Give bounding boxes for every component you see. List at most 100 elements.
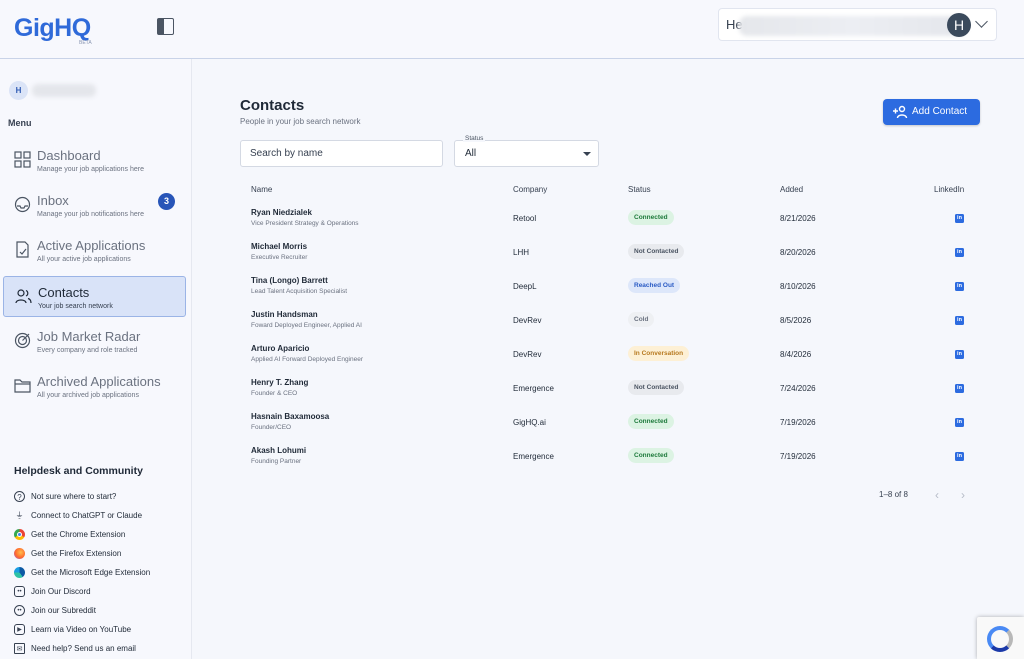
contact-added-date: 8/5/2026 bbox=[780, 316, 812, 325]
column-header-status[interactable]: Status bbox=[628, 185, 651, 194]
linkedin-icon[interactable]: in bbox=[955, 350, 964, 359]
help-link-label: Not sure where to start? bbox=[31, 492, 117, 501]
inbox-icon bbox=[14, 196, 31, 213]
beta-label: BETA bbox=[79, 40, 92, 46]
table-row[interactable]: Akash Lohumi Founding Partner Emergence … bbox=[240, 440, 980, 474]
column-header-linkedin[interactable]: LinkedIn bbox=[934, 185, 965, 194]
table-row[interactable]: Michael Morris Executive Recruiter LHH N… bbox=[240, 236, 980, 270]
firefox-icon bbox=[14, 548, 25, 559]
applications-icon bbox=[14, 241, 31, 258]
contact-company: Emergence bbox=[513, 384, 554, 393]
contact-name: Arturo Aparicio bbox=[251, 344, 310, 353]
contact-name: Akash Lohumi bbox=[251, 446, 307, 455]
sidebar-item-inbox[interactable]: Inbox Manage your job notifications here… bbox=[3, 185, 186, 226]
status-badge: Not Contacted bbox=[628, 380, 685, 395]
linkedin-icon[interactable]: in bbox=[955, 384, 964, 393]
contact-company: Emergence bbox=[513, 452, 554, 461]
grid-icon bbox=[14, 151, 31, 168]
search-input[interactable] bbox=[240, 140, 443, 167]
chevron-left-icon[interactable]: ‹ bbox=[935, 488, 939, 502]
sidebar-item-description: Manage your job notifications here bbox=[37, 211, 145, 218]
plug-icon: ⏚ bbox=[15, 511, 24, 520]
table-row[interactable]: Justin Handsman Foward Deployed Engineer… bbox=[240, 304, 980, 338]
linkedin-icon[interactable]: in bbox=[955, 452, 964, 461]
sidebar-avatar[interactable]: H bbox=[9, 81, 28, 100]
caret-down-icon bbox=[583, 152, 591, 156]
contact-title: Executive Recruiter bbox=[251, 254, 308, 261]
sidebar-item-label: Dashboard bbox=[37, 148, 101, 163]
contact-title: Founding Partner bbox=[251, 458, 302, 465]
redacted-sidebar-username bbox=[32, 84, 96, 97]
contact-name: Hasnain Baxamoosa bbox=[251, 412, 330, 421]
table-row[interactable]: Henry T. Zhang Founder & CEO Emergence N… bbox=[240, 372, 980, 406]
contact-name: Michael Morris bbox=[251, 242, 308, 251]
contact-company: DevRev bbox=[513, 350, 542, 359]
recaptcha-badge[interactable] bbox=[977, 617, 1024, 659]
add-contact-button[interactable]: Add Contact bbox=[883, 99, 980, 125]
help-link-label: Get the Chrome Extension bbox=[31, 530, 126, 539]
contact-company: GigHQ.ai bbox=[513, 418, 546, 427]
sidebar-item-label: Inbox bbox=[37, 193, 69, 208]
contact-company: DeepL bbox=[513, 282, 537, 291]
table-row[interactable]: Tina (Longo) Barrett Lead Talent Acquisi… bbox=[240, 270, 980, 304]
page-title: Contacts bbox=[240, 97, 305, 114]
notification-count-badge: 3 bbox=[158, 193, 175, 210]
status-badge: Reached Out bbox=[628, 278, 681, 293]
status-filter-label: Status bbox=[463, 135, 486, 142]
chevron-down-icon[interactable] bbox=[975, 15, 988, 28]
sidebar-item-contacts[interactable]: Contacts Your job search network bbox=[3, 276, 186, 317]
sidebar-toggle-icon[interactable] bbox=[157, 18, 174, 35]
contact-title: Founder/CEO bbox=[251, 424, 292, 431]
status-badge: In Conversation bbox=[628, 346, 690, 361]
contact-company: LHH bbox=[513, 248, 530, 257]
sidebar-item-description: All your archived job applications bbox=[37, 392, 139, 399]
sidebar-item-job-market-radar[interactable]: Job Market Radar Every company and role … bbox=[3, 321, 186, 362]
status-badge: Cold bbox=[628, 312, 655, 327]
contact-added-date: 8/4/2026 bbox=[780, 350, 812, 359]
sidebar-item-description: Your job search network bbox=[38, 303, 113, 310]
user-greeting: He bbox=[726, 17, 743, 32]
radar-icon bbox=[14, 332, 31, 349]
app-logo[interactable]: GigHQ bbox=[14, 14, 91, 42]
column-header-name[interactable]: Name bbox=[251, 185, 273, 194]
table-row[interactable]: Ryan Niedzialek Vice President Strategy … bbox=[240, 202, 980, 236]
sidebar-item-label: Contacts bbox=[38, 285, 90, 300]
contact-company: Retool bbox=[513, 214, 537, 223]
edge-icon bbox=[14, 567, 25, 578]
avatar[interactable]: H bbox=[947, 13, 971, 37]
help-link-label: Connect to ChatGPT or Claude bbox=[31, 511, 143, 520]
top-header: GigHQ BETA He H bbox=[0, 0, 1024, 59]
table-row[interactable]: Hasnain Baxamoosa Founder/CEO GigHQ.ai C… bbox=[240, 406, 980, 440]
menu-heading: Menu bbox=[8, 118, 32, 128]
column-header-company[interactable]: Company bbox=[513, 185, 548, 194]
sidebar-item-active-applications[interactable]: Active Applications All your active job … bbox=[3, 230, 186, 271]
sidebar-item-archived-applications[interactable]: Archived Applications All your archived … bbox=[3, 366, 186, 407]
status-badge: Connected bbox=[628, 210, 674, 225]
status-filter-select[interactable]: All bbox=[454, 140, 599, 167]
email-icon: ✉ bbox=[14, 643, 25, 654]
add-person-icon bbox=[892, 105, 908, 123]
reddit-icon: •• bbox=[14, 605, 25, 616]
user-menu[interactable]: He H bbox=[718, 8, 997, 41]
table-row[interactable]: Arturo Aparicio Applied AI Forward Deplo… bbox=[240, 338, 980, 372]
contact-name: Justin Handsman bbox=[251, 310, 318, 319]
linkedin-icon[interactable]: in bbox=[955, 418, 964, 427]
sidebar-item-label: Active Applications bbox=[37, 238, 146, 253]
linkedin-icon[interactable]: in bbox=[955, 316, 964, 325]
contact-added-date: 8/20/2026 bbox=[780, 248, 816, 257]
folder-icon bbox=[14, 377, 31, 394]
help-link-label: Need help? Send us an email bbox=[31, 644, 136, 653]
linkedin-icon[interactable]: in bbox=[955, 248, 964, 257]
contact-added-date: 7/19/2026 bbox=[780, 418, 816, 427]
linkedin-icon[interactable]: in bbox=[955, 282, 964, 291]
status-badge: Connected bbox=[628, 414, 674, 429]
contact-added-date: 7/24/2026 bbox=[780, 384, 816, 393]
sidebar-item-dashboard[interactable]: Dashboard Manage your job applications h… bbox=[3, 140, 186, 181]
linkedin-icon[interactable]: in bbox=[955, 214, 964, 223]
chevron-right-icon[interactable]: › bbox=[961, 488, 965, 502]
add-contact-label: Add Contact bbox=[912, 106, 968, 117]
column-header-added[interactable]: Added bbox=[780, 185, 804, 194]
status-badge: Connected bbox=[628, 448, 674, 463]
help-link-label: Join Our Discord bbox=[31, 587, 91, 596]
contact-added-date: 8/21/2026 bbox=[780, 214, 816, 223]
